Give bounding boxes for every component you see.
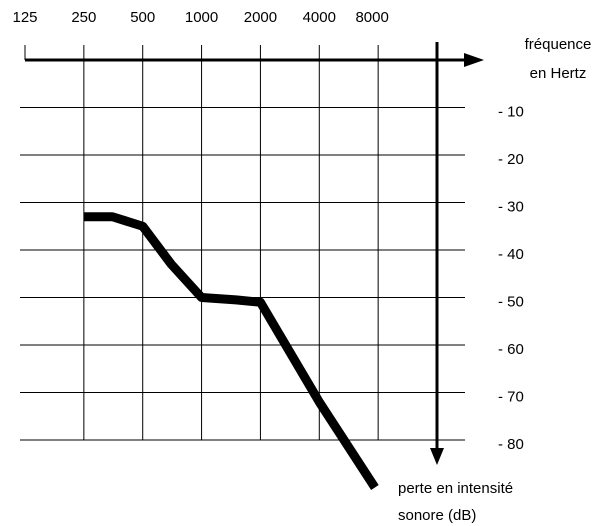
y-axis-arrow: [430, 448, 444, 465]
x-tick-label: 250: [71, 9, 96, 26]
y-tick-label: - 80: [498, 436, 524, 453]
x-axis-label: en Hertz: [530, 65, 587, 82]
x-tick-label: 8000: [355, 9, 388, 26]
x-tick-label: 1000: [185, 9, 218, 26]
y-tick-label: - 30: [498, 198, 524, 215]
y-tick-label: - 40: [498, 246, 524, 263]
y-axis-label: perte en intensité: [398, 480, 513, 497]
y-tick-label: - 50: [498, 293, 524, 310]
x-tick-label: 4000: [303, 9, 336, 26]
x-tick-label: 125: [12, 9, 37, 26]
x-tick-label: 500: [130, 9, 155, 26]
x-tick-label: 2000: [244, 9, 277, 26]
y-tick-label: - 20: [498, 151, 524, 168]
y-axis-label: sonore (dB): [398, 507, 476, 524]
y-tick-label: - 10: [498, 103, 524, 120]
data-line: [83, 212, 379, 490]
x-axis-label: fréquence: [525, 36, 592, 53]
x-axis-arrow: [464, 53, 484, 67]
y-tick-label: - 60: [498, 341, 524, 358]
y-tick-label: - 70: [498, 388, 524, 405]
